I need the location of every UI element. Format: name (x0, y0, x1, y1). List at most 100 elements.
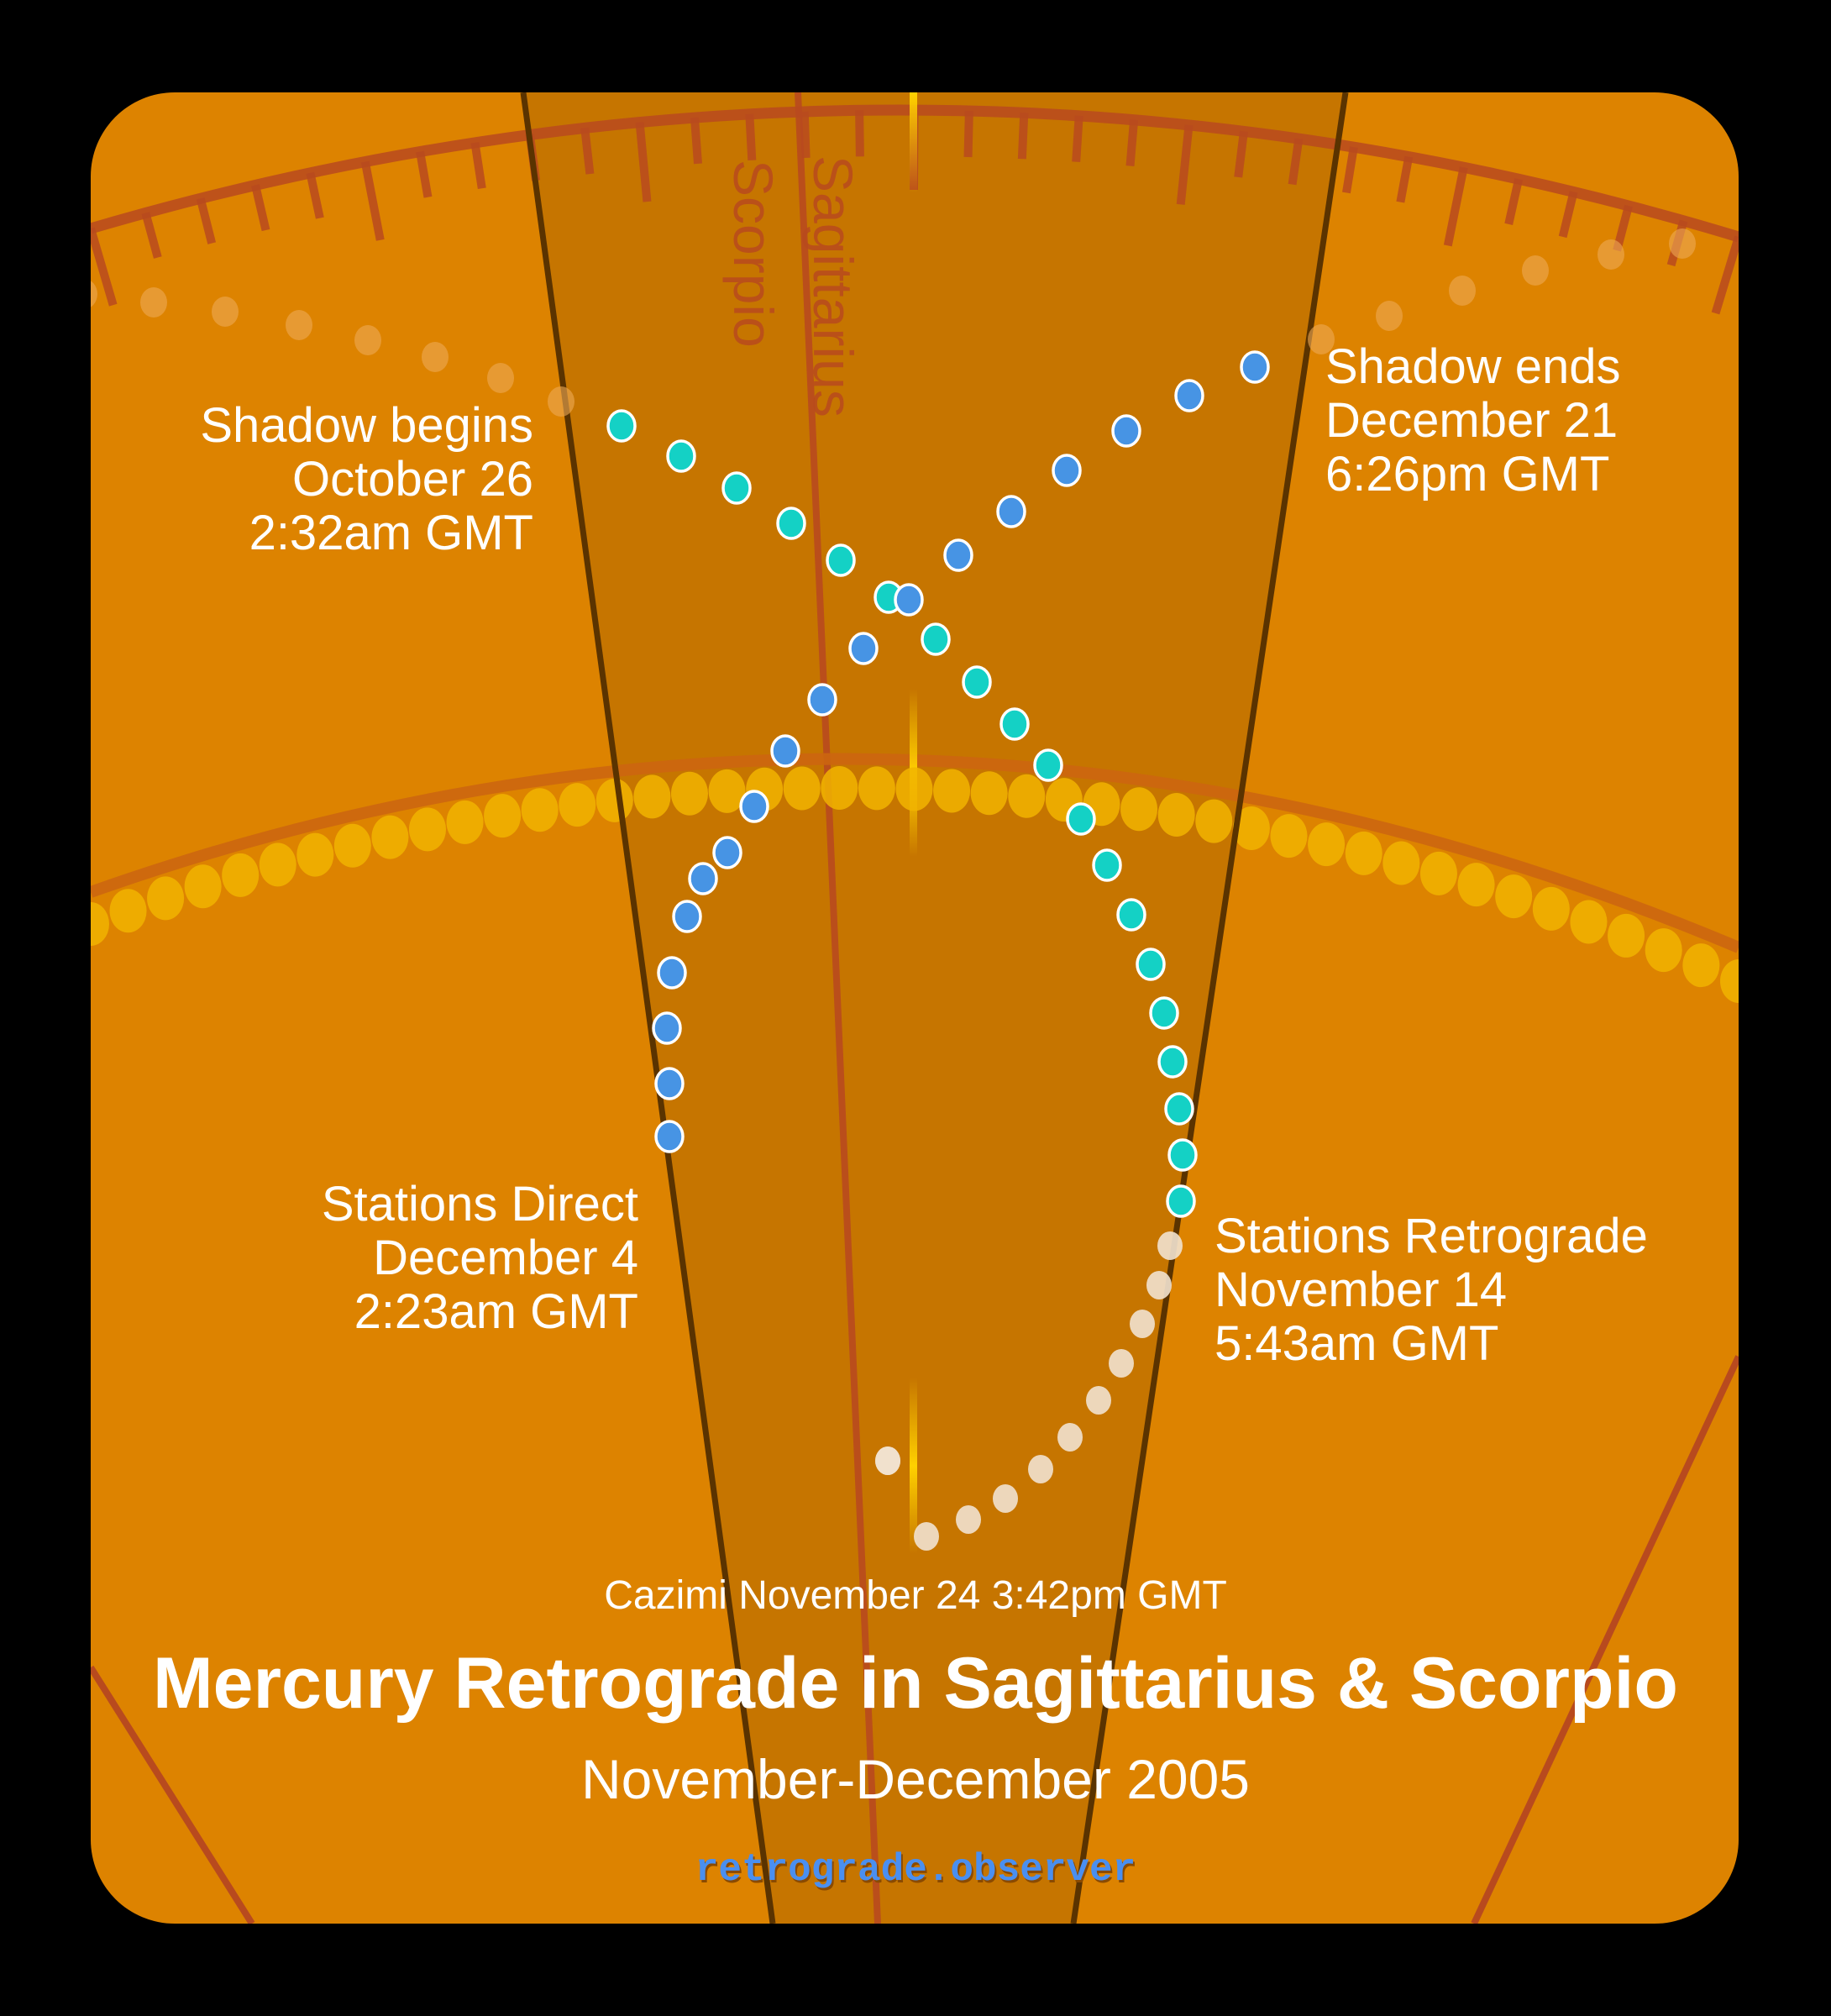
mercury-dot-post-shadow (654, 1120, 685, 1153)
tick-mark (1342, 146, 1358, 194)
mercury-dot-pre-shadow (1166, 1184, 1196, 1218)
mercury-dot-pre-shadow (1167, 1138, 1198, 1172)
tick-mark (1288, 138, 1304, 186)
sun-dot (933, 769, 971, 813)
mercury-dot-outside-shadow-after (1308, 324, 1335, 354)
tick-mark (800, 111, 811, 159)
mercury-dot-outside-shadow-after (1376, 301, 1403, 331)
tick-mark (1017, 113, 1029, 160)
sign-boundary-line (795, 92, 881, 1924)
sun-dot (1532, 886, 1570, 931)
mercury-dot-post-shadow (652, 1011, 682, 1045)
tick-mark (1072, 115, 1083, 163)
mercury-dot-post-shadow (943, 538, 973, 572)
shadow-ends-time: 6:26pm GMT (1325, 447, 1610, 501)
sun-dot (446, 800, 484, 844)
shadow-ends-date: December 21 (1325, 393, 1619, 448)
mercury-dot-post-shadow (848, 632, 879, 665)
ecliptic-ticks (91, 109, 1739, 315)
mercury-dot-outside-shadow-after (1522, 255, 1549, 286)
sun-dot (858, 766, 895, 811)
mercury-dot-pre-shadow (1116, 898, 1146, 932)
sun-dot (1120, 787, 1158, 832)
tick-mark (251, 184, 270, 232)
mercury-dot-outside-shadow-after (1598, 239, 1624, 270)
shadow-ends-title: Shadow ends (1325, 339, 1621, 394)
sign-division-line-right (1471, 1355, 1739, 1924)
mercury-path-dots (91, 228, 1696, 1551)
tick-mark (470, 142, 486, 189)
tick-mark (1125, 119, 1139, 166)
mercury-dot-outside-shadow-before (286, 310, 312, 340)
mercury-dot-post-shadow (712, 836, 742, 869)
mercury-dot-pre-shadow (1092, 848, 1122, 882)
sun-dot (1345, 831, 1382, 875)
tick-mark (1443, 166, 1468, 247)
tick-mark (635, 122, 652, 202)
sun-line-bottom (910, 1378, 917, 1554)
shadow-begins-time: 2:32am GMT (249, 506, 533, 560)
mercury-dot-retrograde (956, 1505, 981, 1534)
sun-dot (783, 766, 821, 811)
mercury-dot-post-shadow (770, 734, 800, 768)
mercury-dot-pre-shadow (1164, 1092, 1194, 1126)
sun-dot (1682, 943, 1720, 988)
tick-mark (1711, 235, 1739, 315)
stations-direct-time: 2:23am GMT (354, 1284, 638, 1339)
mercury-dot-post-shadow (688, 862, 718, 895)
mercury-dot-pre-shadow (1149, 996, 1179, 1030)
sun-dot (521, 788, 559, 832)
mercury-dot-post-shadow (894, 583, 924, 617)
sun-dot (1308, 822, 1346, 867)
mercury-dot-retrograde (1028, 1455, 1053, 1483)
mercury-dot-pre-shadow (1157, 1045, 1188, 1079)
mercury-dot-pre-shadow (826, 543, 856, 577)
mercury-dot-outside-shadow-after (1449, 276, 1476, 306)
sun-dot (296, 832, 334, 877)
mercury-dot-retrograde (1109, 1349, 1134, 1378)
sun-dot (222, 853, 260, 897)
site-link[interactable]: retrograde.observer (695, 1848, 1136, 1892)
stations-direct-date: December 4 (373, 1231, 638, 1285)
shadow-begins-date: October 26 (292, 452, 533, 507)
mercury-dot-retrograde (993, 1484, 1018, 1513)
sun-dot (1419, 851, 1457, 895)
sign-label-scorpio: Scorpio (722, 160, 784, 348)
mercury-dot-retrograde (875, 1446, 900, 1475)
tick-mark (1558, 191, 1578, 239)
stations-retrograde-time: 5:43am GMT (1215, 1316, 1499, 1371)
mercury-dot-post-shadow (739, 790, 769, 823)
tick-mark (1396, 155, 1414, 203)
date-range-subtitle: November-December 2005 (580, 1748, 1251, 1810)
mercury-dot-outside-shadow-before (422, 342, 449, 372)
sun-dot (371, 815, 409, 859)
sun-dot (708, 769, 746, 813)
sun-dot (1570, 900, 1608, 944)
tick-mark (91, 227, 118, 307)
mercury-dot-pre-shadow (606, 409, 637, 443)
cazimi-label: Cazimi November 24 3:42pm GMT (604, 1573, 1227, 1618)
sun-line-top (910, 92, 917, 193)
sun-dot (895, 767, 933, 811)
mercury-dot-post-shadow (1240, 350, 1270, 384)
mercury-dot-pre-shadow (921, 622, 951, 656)
sun-dot (1195, 799, 1233, 843)
mercury-dot-outside-shadow-before (140, 287, 167, 318)
mercury-dot-retrograde (914, 1522, 939, 1551)
sign-label-sagittarius: Sagittarius (802, 155, 864, 417)
mercury-dot-retrograde (1157, 1231, 1183, 1260)
mercury-dot-outside-shadow-before (212, 297, 239, 327)
mercury-dot-outside-shadow-after (1669, 228, 1696, 259)
sun-dot (633, 774, 671, 819)
stations-retrograde-title: Stations Retrograde (1215, 1209, 1648, 1263)
sun-dot (1457, 863, 1495, 907)
sun-dot (109, 889, 147, 933)
tick-mark (963, 110, 973, 158)
tick-mark (360, 160, 385, 241)
tick-mark (690, 117, 702, 165)
page-title: Mercury Retrograde in Sagittarius & Scor… (153, 1643, 1678, 1724)
tick-mark (1504, 178, 1524, 225)
mercury-dot-retrograde (1057, 1423, 1083, 1452)
mercury-dot-retrograde (1130, 1310, 1155, 1338)
